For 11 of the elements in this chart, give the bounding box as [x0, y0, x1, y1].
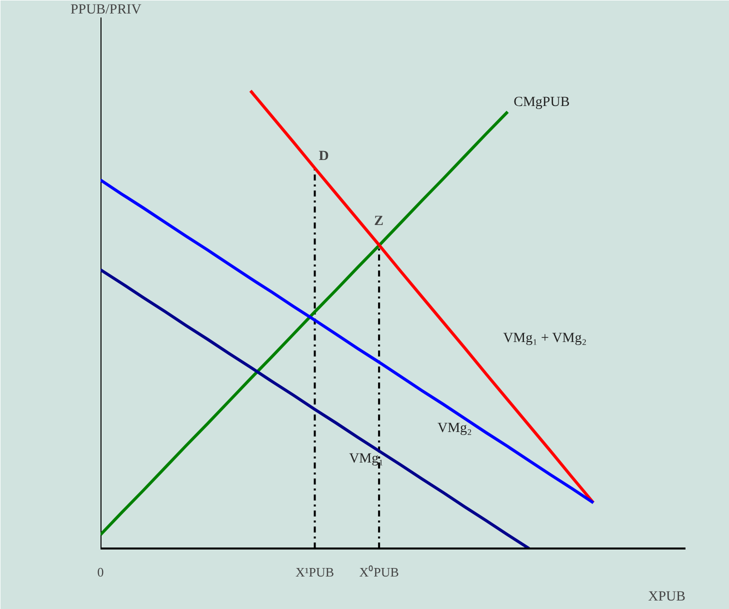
annotation: D	[318, 149, 329, 164]
series-label: CMgPUB	[514, 94, 570, 110]
series-label: VMg₂	[438, 420, 472, 436]
x-axis-title: XPUB	[648, 590, 686, 604]
text: PPUB/PRIV	[70, 2, 142, 18]
x-tick-label: X⁰PUB	[359, 564, 400, 580]
text: VMg₁ + VMg₂	[503, 331, 587, 346]
series-label: VMg₁	[349, 451, 384, 466]
x-tick-label: 0	[97, 564, 104, 580]
annotation: Z	[374, 214, 384, 230]
x-tick-label: X¹PUB	[296, 564, 334, 580]
